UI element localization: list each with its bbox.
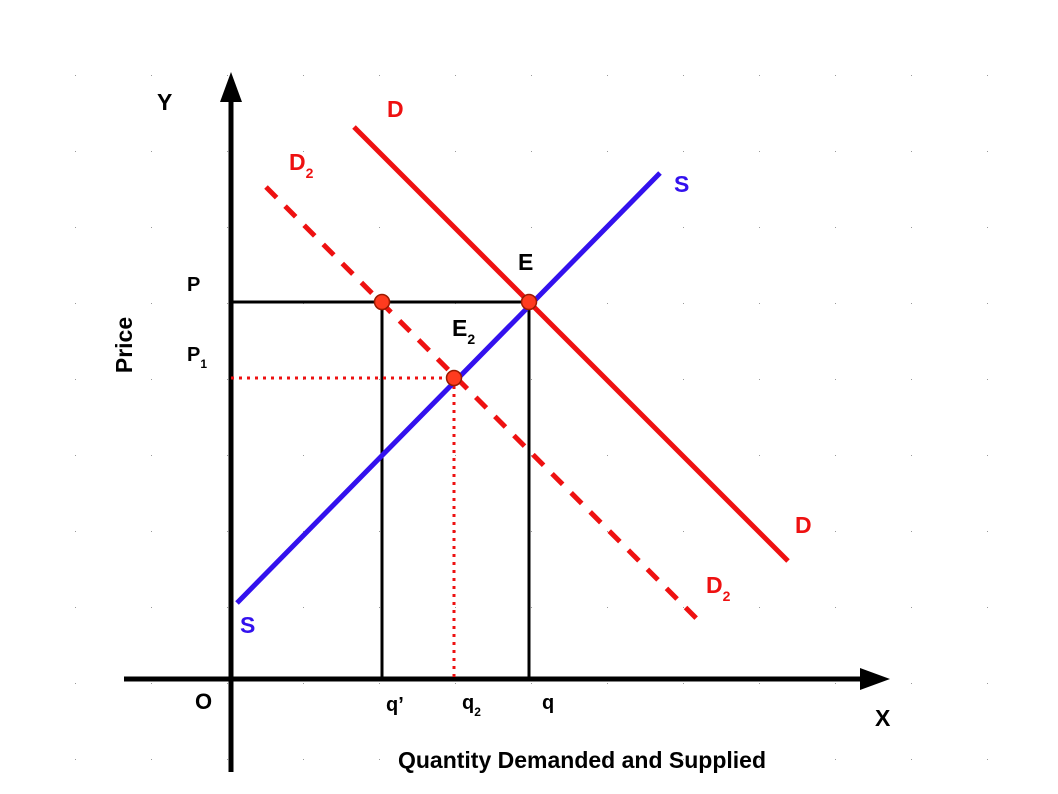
y-axis-arrow xyxy=(220,72,242,102)
equilibrium-e-label: E xyxy=(518,249,533,275)
quantity-q2-label: q2 xyxy=(462,692,481,719)
price-p1-label: P1 xyxy=(187,344,207,371)
demand-d2-top-label: D2 xyxy=(289,149,314,181)
supply-s-top-label: S xyxy=(674,171,689,197)
demand-curve-d xyxy=(352,125,790,563)
price-p-label: P xyxy=(187,274,200,296)
demand-d-bottom-label: D xyxy=(795,512,812,538)
x-axis-arrow xyxy=(860,668,890,690)
equilibrium-point-e xyxy=(520,293,538,311)
quantity-q-label: q xyxy=(542,692,554,714)
origin-label: O xyxy=(195,689,212,714)
x-axis-label: X xyxy=(875,705,891,731)
demand-d-top-label: D xyxy=(387,96,404,122)
y-axis-label: Y xyxy=(157,89,172,115)
demand-d2-bottom-label: D2 xyxy=(706,572,731,604)
quantity-axis-title: Quantity Demanded and Supplied xyxy=(398,747,766,773)
equilibrium-e2-label: E2 xyxy=(452,315,475,347)
supply-s-bottom-label: S xyxy=(240,612,255,638)
quantity-q-prime-label: q’ xyxy=(386,694,404,716)
equilibrium-point-e2 xyxy=(445,369,463,387)
demand-curve-d2 xyxy=(264,185,702,624)
demand-d2-at-p-point xyxy=(373,293,391,311)
supply-curve-s xyxy=(235,171,662,605)
price-axis-title: Price xyxy=(111,317,137,373)
